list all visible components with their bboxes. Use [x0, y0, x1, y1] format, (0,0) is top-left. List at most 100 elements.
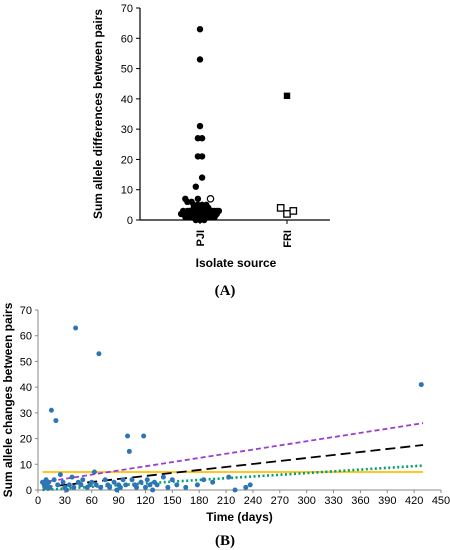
- panel-b-point: [169, 477, 175, 483]
- panel-b-point: [125, 433, 131, 439]
- panel-a-point-filled-circle: [192, 183, 199, 190]
- panel-b-point: [226, 474, 232, 480]
- panel-b-point: [134, 484, 140, 490]
- panel-b-point: [111, 479, 117, 485]
- panel-a-y-tick-label: 70: [121, 3, 133, 15]
- panel-b-x-tick-label: 390: [378, 495, 396, 507]
- panel-b-x-tick-label: 30: [59, 495, 71, 507]
- panel-b-point: [418, 382, 424, 388]
- panel-a-y-axis-title: Sum allele differences between pairs: [91, 9, 105, 219]
- panel-b-point: [147, 482, 153, 488]
- panel-b-point: [142, 484, 148, 490]
- panel-b-point: [154, 482, 160, 488]
- panel-a-point-filled-circle: [198, 153, 206, 160]
- panel-b-point: [141, 433, 147, 439]
- panel-b-y-axis-title: Sum allele changes between pairs: [1, 302, 15, 497]
- panel-b-point: [69, 474, 75, 480]
- panel-b-point: [47, 484, 53, 490]
- panel-b-x-tick-label: 120: [136, 495, 154, 507]
- panel-a-point-open-square: [276, 204, 285, 212]
- panel-b-point: [114, 487, 120, 493]
- panel-b-x-tick-label: 90: [112, 495, 124, 507]
- panel-a-chart: 0 10 20 30 40 50 60 70 PJI FRI Sum allele differen…: [91, 3, 330, 299]
- panel-a-y-tick-label: 20: [121, 154, 133, 166]
- panel-b-x-axis-title: Time (days): [206, 510, 272, 524]
- panel-a-point-filled-circle: [198, 174, 206, 181]
- panel-b-y-tick-label: 40: [20, 382, 32, 394]
- panel-b-point: [66, 482, 72, 488]
- panel-b-point: [150, 487, 156, 493]
- panel-a-label: (A): [215, 283, 236, 299]
- panel-b-point: [51, 477, 57, 483]
- panel-b-point: [243, 484, 249, 490]
- panel-b-point: [89, 479, 95, 485]
- panel-a-y-tick-label: 30: [121, 124, 133, 136]
- panel-b-point: [55, 482, 61, 488]
- panel-b-point: [73, 325, 79, 331]
- panel-b-point: [120, 477, 126, 483]
- panel-b-label: (B): [215, 533, 235, 549]
- panel-a-y-tick-label: 50: [121, 64, 133, 76]
- panel-a-point-filled-circle: [211, 213, 218, 221]
- panel-b-y-tick-label: 0: [26, 485, 32, 497]
- panel-b-point: [71, 484, 77, 490]
- panel-b-x-tick-label: 450: [432, 495, 450, 507]
- panel-a-point-open-circle: [206, 195, 215, 203]
- panel-a-point-open-square: [283, 210, 291, 218]
- panel-b-trend-line-dashed: [42, 422, 424, 484]
- panel-b-point: [102, 477, 108, 483]
- panel-b-point: [126, 448, 132, 454]
- panel-b-x-tick-label: 150: [163, 495, 181, 507]
- panel-b-point: [247, 482, 253, 488]
- panel-b-point: [232, 487, 238, 493]
- panel-a-point-filled-circle: [196, 122, 204, 130]
- panel-b-x-tick-label: 240: [244, 495, 262, 507]
- panel-a-y-tick-label: 60: [121, 33, 133, 45]
- panel-b-point: [194, 482, 200, 488]
- panel-a-point-filled-circle: [198, 135, 206, 142]
- panel-b-x-tick-label: 60: [86, 495, 98, 507]
- panel-b-chart: 0 10 20 30 40 50 60 70 0 30 60 90 120 150 180 210 240 270…: [1, 302, 450, 549]
- panel-b-x-tick-label: 180: [190, 495, 208, 507]
- panel-b-point: [57, 472, 63, 478]
- panel-b-point: [165, 484, 171, 490]
- panel-a-x-axis-title: Isolate source: [196, 256, 277, 270]
- panel-a-x-tick-label: PJI: [195, 230, 207, 247]
- panel-b-x-tick-label: 210: [217, 495, 235, 507]
- panel-a-y-tick-label: 0: [127, 215, 133, 227]
- panel-b-point: [117, 484, 123, 490]
- panel-b-point: [60, 479, 66, 485]
- panel-b-y-tick-label: 50: [20, 356, 32, 368]
- panel-b-point: [201, 477, 207, 483]
- panel-b-point: [160, 474, 166, 480]
- panel-a-x-tick-label: FRI: [282, 230, 294, 248]
- panel-b-y-tick-label: 10: [20, 459, 32, 471]
- panel-b-point: [129, 477, 135, 483]
- panel-a-point-filled-circle: [196, 56, 204, 63]
- panel-b-x-tick-label: 360: [351, 495, 369, 507]
- panel-b-point: [98, 484, 104, 490]
- panel-a-point-filled-circle: [194, 195, 202, 202]
- panel-b-x-tick-label: 330: [324, 495, 342, 507]
- panel-b-point: [53, 418, 59, 424]
- panel-b-point: [78, 482, 84, 488]
- panel-a-y-tick-label: 40: [121, 94, 133, 106]
- panel-b-y-tick-label: 70: [20, 305, 32, 317]
- panel-b-point: [174, 482, 180, 488]
- panel-b-y-tick-label: 30: [20, 408, 32, 420]
- panel-b-x-tick-label: 420: [405, 495, 423, 507]
- panel-b-point: [96, 351, 102, 357]
- panel-b-point: [210, 479, 216, 485]
- panel-b-point: [107, 484, 113, 490]
- panel-b-point: [64, 487, 70, 493]
- panel-b-point: [138, 479, 144, 485]
- panel-a-point-filled-square: [283, 92, 291, 100]
- panel-b-y-tick-label: 20: [20, 434, 32, 446]
- panel-b-point: [183, 484, 189, 490]
- panel-b-point: [144, 477, 150, 483]
- panel-b-y-tick-label: 60: [20, 331, 32, 343]
- panel-b-point: [46, 479, 52, 485]
- panel-b-trend-line-long-dashed: [42, 444, 424, 489]
- panel-b-x-tick-label: 0: [35, 495, 41, 507]
